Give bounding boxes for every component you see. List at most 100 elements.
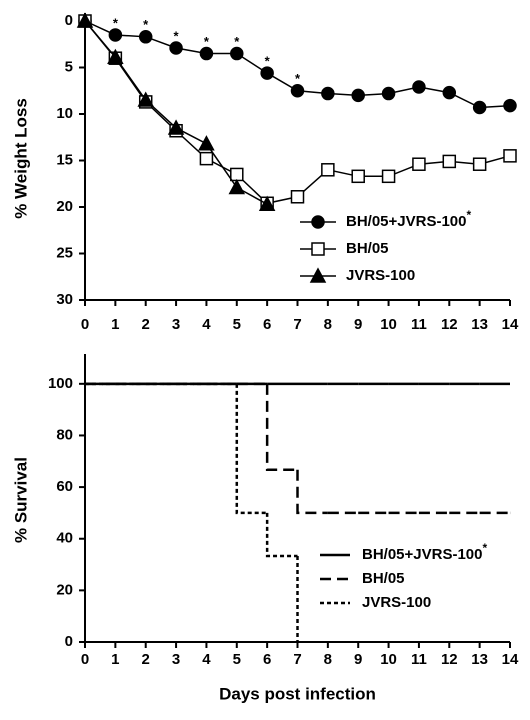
x-tick-label: 0 [81,651,89,668]
step-segment [265,383,298,472]
significance-mark: * [234,34,240,49]
y-tick-label: 0 [65,633,73,650]
step-segment [296,469,328,515]
y-tick-label: 40 [56,530,73,547]
marker [472,157,487,171]
marker [137,91,154,107]
legend-label: BH/05 [346,240,389,257]
legend-name: JVRS-100 [362,594,431,611]
x-tick-label: 12 [441,651,458,668]
legend-entry: BH/05 [320,570,405,587]
significance-mark: * [295,71,301,86]
x-tick-label: 14 [502,316,519,333]
legend-entry: BH/05 [300,240,389,257]
legend-name: JVRS-100 [346,267,415,284]
marker [258,195,276,211]
legend-name: BH/05+JVRS-100 [346,213,466,230]
significance-mark: * [174,28,180,43]
legend-name: BH/05 [362,570,405,587]
x-tick-label: 9 [354,651,362,668]
legend-label: BH/05+JVRS-100* [362,541,487,563]
marker [351,169,365,184]
legend-entry: BH/05+JVRS-100* [320,541,487,563]
marker [381,169,396,184]
marker [321,163,335,177]
marker [412,80,426,94]
y-tick-label: 20 [56,581,73,598]
legend-label: JVRS-100 [362,594,431,611]
marker [108,28,123,42]
y-tick-label: 25 [56,244,73,261]
legend-entry: BH/05+JVRS-100* [300,208,471,230]
legend-entry: JVRS-100 [300,267,415,284]
x-tick-label: 6 [263,651,271,668]
x-tick-label: 8 [324,651,332,668]
x-tick-label: 3 [172,316,180,333]
marker [442,154,457,169]
marker [311,215,325,229]
legend-name: BH/05+JVRS-100 [362,546,482,563]
x-tick-label: 7 [293,651,301,668]
marker [76,12,94,28]
marker [351,88,365,103]
legend-label: BH/05 [362,570,405,587]
marker [472,100,487,115]
significance-mark: * [143,17,149,32]
x-tick-label: 11 [411,316,427,333]
x-tick-label: 8 [324,316,332,333]
y-tick-label: 0 [65,12,73,29]
x-tick-label: 5 [233,316,241,333]
x-tick-label: 11 [411,651,427,668]
marker [167,119,185,135]
marker [321,86,335,101]
marker [230,167,244,182]
marker [199,151,214,166]
x-tick-label: 4 [202,651,211,668]
legend-name: BH/05 [346,240,389,257]
significance-mark: * [265,54,271,69]
marker [169,41,183,55]
marker [503,149,517,163]
legend-superscript: * [482,541,487,555]
x-tick-label: 10 [380,651,397,668]
legend-entry: JVRS-100 [320,594,431,611]
x-tick-label: 2 [142,651,150,668]
x-tick-label: 13 [471,316,488,333]
marker [290,190,305,204]
x-tick-label: 6 [263,316,271,333]
x-axis-title: Days post infection [219,684,376,703]
y-tick-label: 60 [56,478,73,495]
x-tick-label: 0 [81,316,89,333]
significance-mark: * [204,34,210,49]
marker [381,86,396,101]
marker [107,48,124,65]
x-tick-label: 1 [111,651,119,668]
marker [199,46,214,61]
x-tick-label: 2 [142,316,150,333]
x-tick-label: 10 [380,316,397,333]
marker [228,178,246,195]
x-tick-label: 9 [354,316,362,333]
y-tick-label: 20 [56,198,73,215]
marker [309,267,327,283]
step-segment [235,383,268,515]
marker [230,46,244,61]
y-tick-label: 80 [56,426,73,443]
y-tick-label: 5 [65,58,73,75]
y-axis-title: % Weight Loss [11,98,30,219]
series-line [84,20,511,205]
legend-label: JVRS-100 [346,267,415,284]
marker [412,157,426,171]
x-tick-label: 7 [293,316,301,333]
marker [138,30,153,44]
marker [503,98,517,113]
x-tick-label: 14 [502,651,519,668]
marker [442,85,457,100]
significance-mark: * [113,15,119,30]
marker [198,135,215,151]
marker [311,242,325,256]
x-tick-label: 4 [202,316,211,333]
x-tick-label: 12 [441,316,458,333]
step-segment [265,512,298,558]
